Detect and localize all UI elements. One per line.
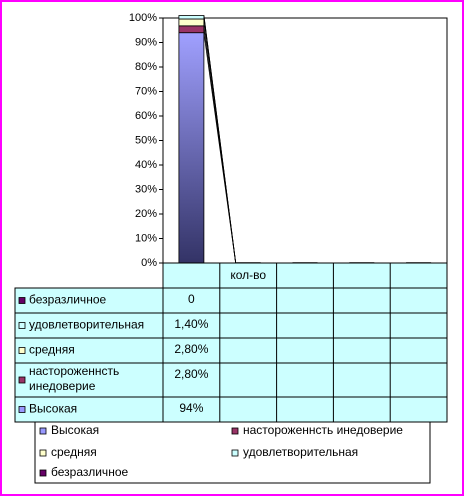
row-label-line: инедоверие [29, 379, 96, 393]
legend-key [39, 469, 47, 477]
series-line [203, 15, 237, 264]
y-tick-label: 80% [135, 61, 157, 73]
y-tick-label: 10% [135, 232, 157, 244]
legend-key [39, 449, 47, 457]
legend-key [18, 347, 26, 354]
legend-label: удовлетворительная [243, 445, 358, 459]
data-label: 2,80% [174, 342, 208, 356]
legend-label: Высокая [51, 423, 99, 437]
data-label: 0 [188, 292, 195, 306]
legend-label: безразличное [51, 465, 128, 479]
y-tick-label: 20% [135, 208, 157, 220]
bar-segment [178, 15, 205, 20]
legend-key [39, 427, 47, 435]
table-bg [14, 287, 448, 423]
y-tick-label: 100% [129, 12, 157, 24]
legend-key [18, 376, 26, 384]
y-tick-label: 0% [141, 257, 157, 269]
row-label-line: настороженнсть инедоверие [29, 364, 119, 393]
bar-segment [178, 32, 205, 264]
y-tick-label: 50% [135, 134, 157, 146]
y-tick-label: 40% [135, 159, 157, 171]
y-tick-label: 60% [135, 110, 157, 122]
legend-key [18, 406, 26, 413]
y-tick-label: 90% [135, 36, 157, 48]
row-label: настороженнсть инедоверие [29, 364, 119, 393]
legend-key [18, 322, 26, 329]
row-label-line: настороженнсть [29, 364, 119, 378]
table-bg [162, 262, 448, 289]
legend-key [231, 449, 239, 457]
data-label: 2,80% [174, 367, 208, 381]
data-label: 1,40% [174, 317, 208, 331]
row-label: Высокая [29, 402, 77, 416]
bar-segment [178, 18, 205, 27]
y-tick-label: 30% [135, 183, 157, 195]
row-label: удовлетворительная [29, 318, 144, 332]
y-tick-label: 70% [135, 85, 157, 97]
row-label: безразличное [29, 293, 106, 307]
legend-label: настороженнсть инедоверие [243, 423, 403, 437]
legend-key [18, 297, 26, 304]
data-label: 94% [179, 401, 203, 415]
bar-segment [178, 25, 205, 34]
row-label: средняя [29, 343, 75, 357]
legend-key [231, 427, 239, 435]
plot-area [162, 17, 448, 264]
legend-label: средняя [51, 445, 97, 459]
x-tick-label: кол-во [230, 268, 266, 282]
